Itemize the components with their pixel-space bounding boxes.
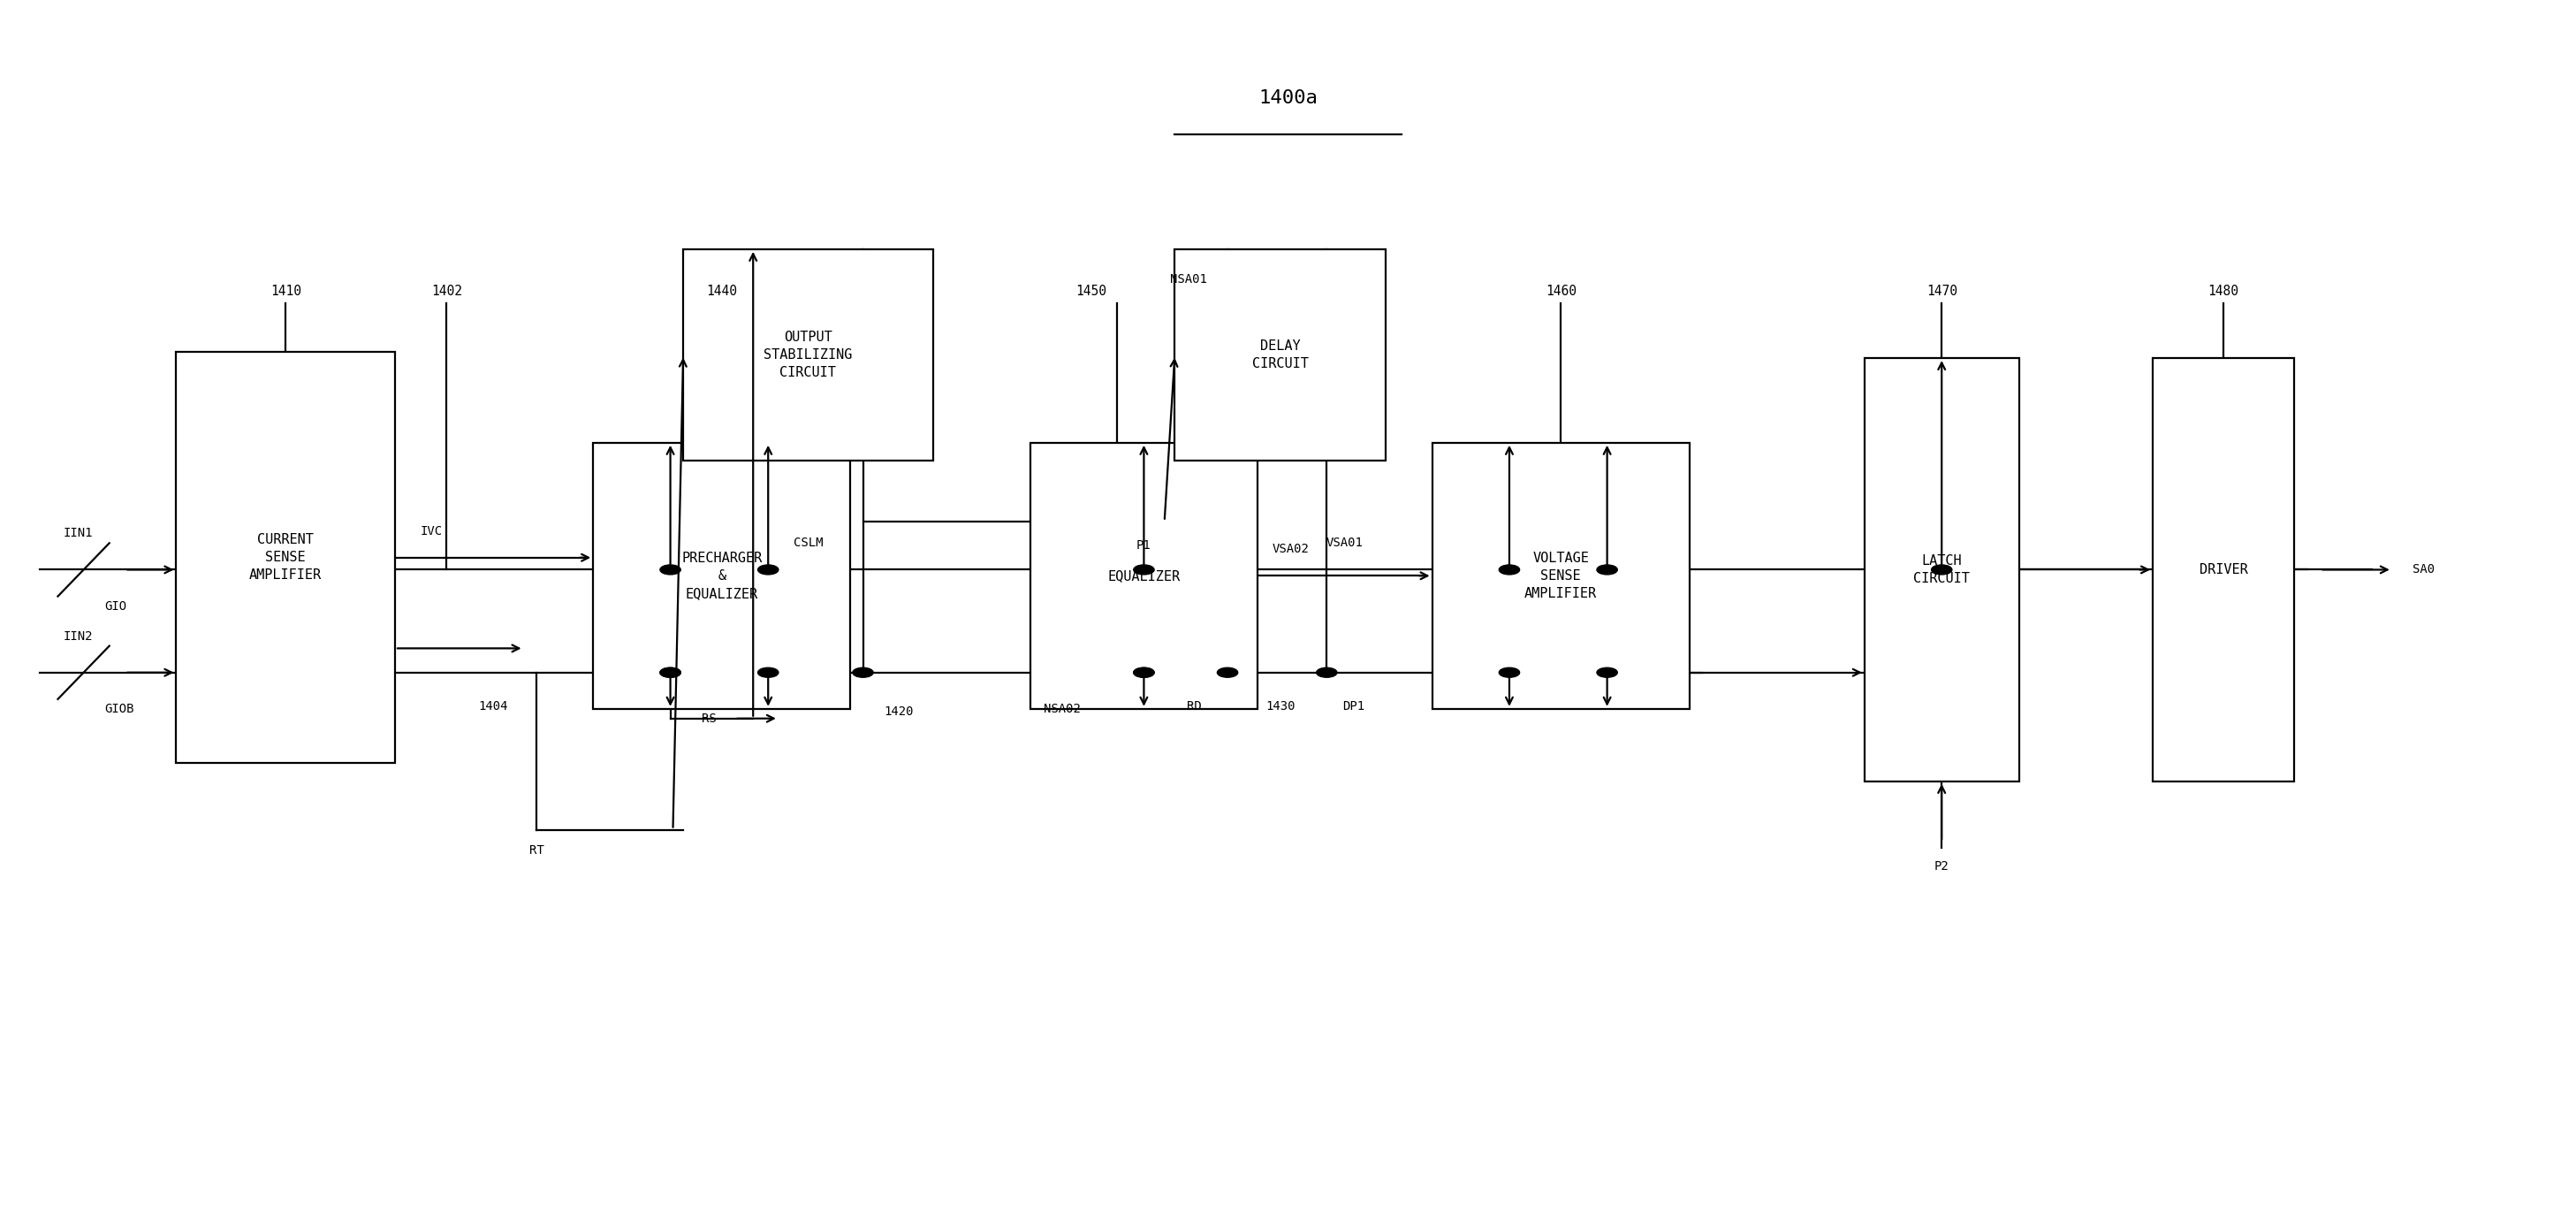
Circle shape — [1597, 668, 1618, 678]
Text: 1404: 1404 — [479, 701, 507, 713]
Text: CURRENT
SENSE
AMPLIFIER: CURRENT SENSE AMPLIFIER — [250, 533, 322, 582]
Circle shape — [1597, 565, 1618, 574]
Text: PRECHARGER
&
EQUALIZER: PRECHARGER & EQUALIZER — [683, 551, 762, 600]
FancyBboxPatch shape — [683, 250, 933, 461]
Text: IIN2: IIN2 — [64, 630, 93, 642]
Text: NSA02: NSA02 — [1043, 703, 1079, 715]
Text: 1440: 1440 — [706, 285, 737, 298]
Text: RD: RD — [1188, 701, 1203, 713]
Circle shape — [757, 668, 778, 678]
FancyBboxPatch shape — [1865, 358, 2020, 782]
Circle shape — [1932, 565, 1953, 574]
Text: VSA01: VSA01 — [1327, 537, 1363, 549]
Text: VOLTAGE
SENSE
AMPLIFIER: VOLTAGE SENSE AMPLIFIER — [1525, 551, 1597, 600]
Text: CSLM: CSLM — [793, 537, 822, 549]
Text: 1470: 1470 — [1927, 285, 1958, 298]
Circle shape — [1133, 668, 1154, 678]
Text: P2: P2 — [1935, 859, 1950, 873]
Text: GIO: GIO — [103, 600, 126, 612]
Circle shape — [1218, 668, 1239, 678]
FancyBboxPatch shape — [1030, 442, 1257, 709]
Circle shape — [659, 565, 680, 574]
Text: DRIVER: DRIVER — [2200, 564, 2249, 577]
Circle shape — [853, 668, 873, 678]
Circle shape — [1133, 565, 1154, 574]
Text: EQUALIZER: EQUALIZER — [1108, 570, 1180, 583]
Text: DELAY
CIRCUIT: DELAY CIRCUIT — [1252, 339, 1309, 371]
Text: IIN1: IIN1 — [64, 527, 93, 539]
Circle shape — [1499, 668, 1520, 678]
Circle shape — [1316, 668, 1337, 678]
FancyBboxPatch shape — [1432, 442, 1690, 709]
Text: LATCH
CIRCUIT: LATCH CIRCUIT — [1914, 554, 1971, 585]
Text: 1480: 1480 — [2208, 285, 2239, 298]
Text: SA0: SA0 — [2414, 564, 2434, 576]
Text: 1400a: 1400a — [1260, 90, 1316, 107]
Circle shape — [1499, 565, 1520, 574]
Text: RT: RT — [528, 844, 544, 857]
FancyBboxPatch shape — [1175, 250, 1386, 461]
Text: 1450: 1450 — [1077, 285, 1108, 298]
Text: 1430: 1430 — [1265, 701, 1296, 713]
Text: DP1: DP1 — [1342, 701, 1365, 713]
FancyBboxPatch shape — [175, 351, 394, 764]
Text: 1420: 1420 — [884, 705, 912, 718]
Circle shape — [757, 565, 778, 574]
Circle shape — [1133, 668, 1154, 678]
Circle shape — [659, 668, 680, 678]
Circle shape — [659, 668, 680, 678]
Text: P1: P1 — [1136, 539, 1151, 551]
Text: GIOB: GIOB — [103, 703, 134, 715]
FancyBboxPatch shape — [2154, 358, 2295, 782]
Text: 1410: 1410 — [270, 285, 301, 298]
Text: OUTPUT
STABILIZING
CIRCUIT: OUTPUT STABILIZING CIRCUIT — [762, 331, 853, 379]
Text: 1460: 1460 — [1546, 285, 1577, 298]
Text: RS: RS — [701, 713, 716, 725]
Text: VSA02: VSA02 — [1273, 543, 1309, 555]
Text: IVC: IVC — [420, 525, 443, 537]
FancyBboxPatch shape — [592, 442, 850, 709]
Text: NSA01: NSA01 — [1170, 273, 1206, 286]
Text: 1402: 1402 — [430, 285, 461, 298]
